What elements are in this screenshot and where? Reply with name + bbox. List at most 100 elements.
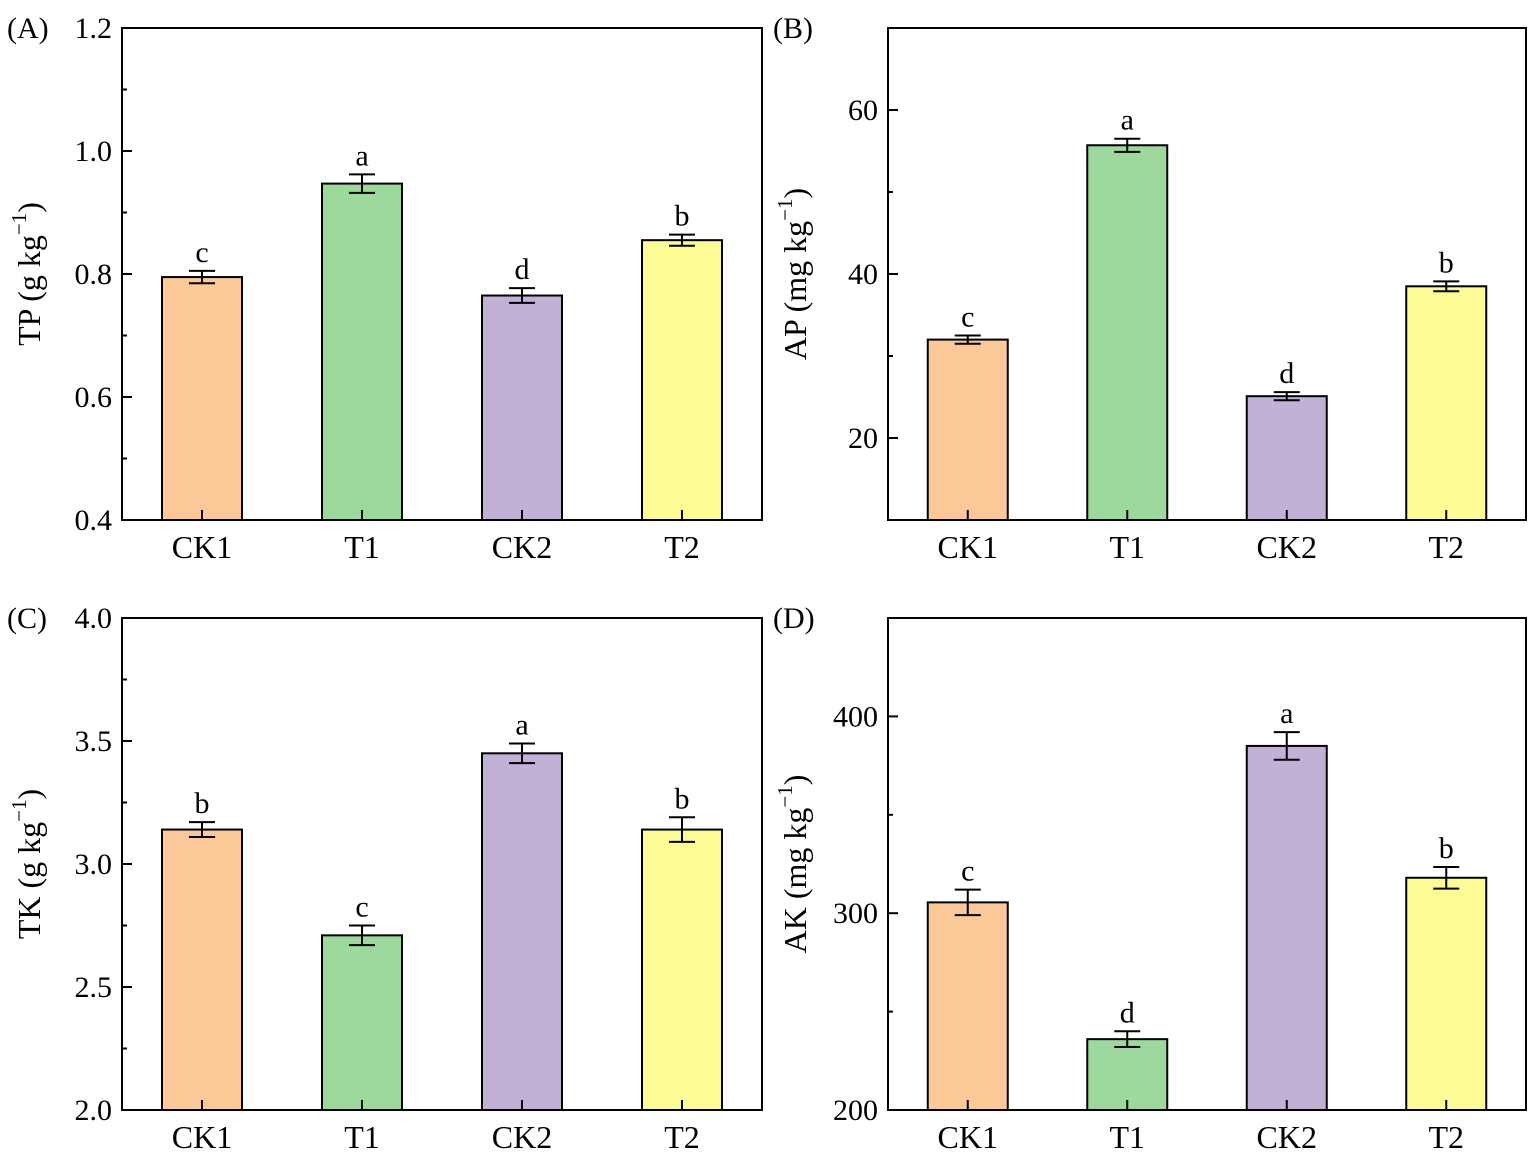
x-tick-label: CK2 <box>492 1119 552 1155</box>
x-tick-label: T1 <box>344 529 380 565</box>
y-axis-title-close: ) <box>11 202 47 213</box>
error-bar-ck2 <box>1273 391 1300 402</box>
bar-ck1 <box>161 276 243 522</box>
y-tick-label: 0.4 <box>75 504 113 537</box>
error-bar-ck1 <box>189 269 215 285</box>
y-axis-title-superscript: −1 <box>773 785 797 807</box>
significance-label: b <box>675 782 690 815</box>
plot-frame <box>121 27 763 521</box>
chart-panel-2: c CK1 a T1 d CK2 b T2 20 40 60 (B) AP (mg kg−1) <box>773 12 1527 565</box>
panel-label: (A) <box>7 12 49 45</box>
x-tick-label: T1 <box>344 1119 380 1155</box>
error-bar-t1 <box>349 173 375 194</box>
bar-t2 <box>641 828 723 1111</box>
y-tick-label: 1.2 <box>75 12 113 45</box>
y-axis-title-main: AP (mg kg <box>777 221 813 360</box>
x-tick-label: CK2 <box>1257 529 1317 565</box>
significance-label: c <box>355 891 368 924</box>
bar-ck1 <box>926 901 1009 1111</box>
error-bar-ck2 <box>509 287 535 304</box>
bar-ck1 <box>161 828 243 1111</box>
significance-label: d <box>515 253 530 286</box>
y-tick-label: 60 <box>848 94 878 127</box>
y-tick-label: 40 <box>848 258 878 291</box>
error-bar-t1 <box>1114 1030 1141 1049</box>
bar-ck1 <box>926 338 1009 521</box>
plot-frame <box>121 617 763 1111</box>
x-tick-label: CK1 <box>938 529 998 565</box>
x-tick-label: CK1 <box>172 529 232 565</box>
error-bar-ck1 <box>954 888 981 917</box>
bar-t2 <box>1405 876 1488 1111</box>
bar-ck2 <box>1245 395 1328 521</box>
y-axis-title-close: ) <box>777 188 813 199</box>
chart-panel-1: c CK1 a T1 d CK2 b T2 0.4 0.6 0.8 1.0 1.2 (A) TP (g kg… <box>7 12 763 565</box>
y-tick-label: 200 <box>833 1094 878 1127</box>
y-tick-label: 2.5 <box>75 971 113 1004</box>
y-tick-label: 0.8 <box>75 258 113 291</box>
significance-label: c <box>961 301 974 334</box>
error-bar-ck2 <box>1273 731 1300 761</box>
y-axis-title-main: TK (g kg <box>11 822 47 939</box>
y-tick-label: 400 <box>833 700 878 733</box>
error-bar-t1 <box>1114 137 1141 153</box>
y-tick-label: 2.0 <box>75 1094 113 1127</box>
y-tick-label: 0.6 <box>75 381 113 414</box>
significance-label: b <box>1439 246 1454 279</box>
bar-t1 <box>1086 144 1169 521</box>
y-axis-title: TK (g kg−1) <box>7 789 47 939</box>
error-bar-ck1 <box>189 821 215 838</box>
y-axis-title-superscript: −1 <box>7 800 31 822</box>
y-tick-label: 1.0 <box>75 135 113 168</box>
significance-label: d <box>1279 357 1294 390</box>
significance-label: a <box>515 708 528 741</box>
y-axis-title-close: ) <box>777 775 813 786</box>
y-axis-title: TP (g kg−1) <box>7 202 47 346</box>
bar-ck2 <box>481 752 563 1111</box>
y-tick-label: 3.5 <box>75 725 113 758</box>
significance-label: a <box>355 139 368 172</box>
y-axis-title-superscript: −1 <box>7 213 31 235</box>
x-tick-label: CK1 <box>172 1119 232 1155</box>
significance-label: b <box>195 787 210 820</box>
bar-ck2 <box>1245 744 1328 1111</box>
x-tick-label: CK1 <box>938 1119 998 1155</box>
error-bar-t1 <box>349 924 375 947</box>
error-bar-t2 <box>669 233 695 247</box>
plot-frame <box>887 27 1527 521</box>
panel-label: (D) <box>773 602 815 635</box>
y-tick-label: 3.0 <box>75 848 113 881</box>
x-tick-label: T2 <box>1428 529 1464 565</box>
bar-t1 <box>321 182 403 521</box>
panel-label: (C) <box>7 602 47 635</box>
error-bar-t2 <box>669 816 695 843</box>
y-axis-title-superscript: −1 <box>773 199 797 221</box>
x-tick-label: T2 <box>664 529 700 565</box>
x-tick-label: CK2 <box>492 529 552 565</box>
x-tick-label: T1 <box>1109 1119 1145 1155</box>
significance-label: a <box>1121 104 1134 137</box>
error-bar-ck2 <box>509 742 535 765</box>
x-tick-label: CK2 <box>1257 1119 1317 1155</box>
x-tick-label: T2 <box>664 1119 700 1155</box>
y-axis-title-close: ) <box>11 789 47 800</box>
significance-label: a <box>1280 697 1293 730</box>
bar-t1 <box>321 934 403 1112</box>
plot-frame <box>887 617 1527 1111</box>
chart-panel-4: c CK1 d T1 a CK2 b T2 200 300 400 (D) AK (mg kg−1) <box>773 602 1527 1155</box>
y-axis-title: AP (mg kg−1) <box>773 188 813 360</box>
significance-label: d <box>1120 996 1135 1029</box>
bar-t2 <box>641 239 723 522</box>
x-tick-label: T1 <box>1109 529 1145 565</box>
y-axis-title: AK (mg kg−1) <box>773 775 813 954</box>
bar-t1 <box>1086 1038 1169 1111</box>
y-tick-label: 20 <box>848 422 878 455</box>
error-bar-ck1 <box>954 334 981 345</box>
y-tick-label: 4.0 <box>75 602 113 635</box>
y-tick-label: 300 <box>833 897 878 930</box>
chart-panel-3: b CK1 c T1 a CK2 b T2 2.0 2.5 3.0 3.5 4.0 (C) TK (g kg… <box>7 602 763 1155</box>
x-tick-label: T2 <box>1428 1119 1464 1155</box>
significance-label: b <box>675 200 690 233</box>
error-bar-t2 <box>1433 280 1460 293</box>
